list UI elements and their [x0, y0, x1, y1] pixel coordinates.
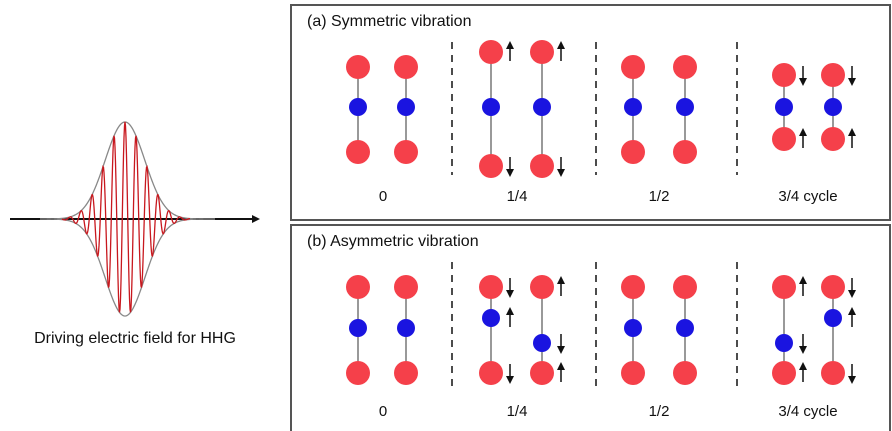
pulse-caption: Driving electric field for HHG — [34, 330, 236, 347]
pulse — [39, 121, 216, 317]
oxygen-atom — [621, 361, 645, 385]
carbon-atom — [775, 98, 793, 116]
oxygen-atom — [821, 361, 845, 385]
phase-label: 3/4 cycle — [778, 188, 837, 205]
carbon-atom — [533, 334, 551, 352]
oxygen-atom — [346, 55, 370, 79]
oxygen-atom — [479, 40, 503, 64]
carbon-atom — [624, 319, 642, 337]
oxygen-atom — [821, 275, 845, 299]
phase-label: 1/2 — [649, 188, 670, 205]
oxygen-atom — [621, 55, 645, 79]
carbon-atom — [824, 98, 842, 116]
oxygen-atom — [346, 275, 370, 299]
oxygen-atom — [772, 361, 796, 385]
oxygen-atom — [530, 361, 554, 385]
carbon-atom — [676, 98, 694, 116]
oxygen-atom — [394, 275, 418, 299]
oscillation — [61, 121, 191, 313]
oxygen-atom — [479, 361, 503, 385]
panel-a-title: (a) Symmetric vibration — [307, 13, 471, 30]
oxygen-atom — [821, 127, 845, 151]
carbon-atom — [349, 98, 367, 116]
oxygen-atom — [673, 275, 697, 299]
panel-b-frame — [290, 224, 891, 431]
carbon-atom — [397, 98, 415, 116]
oxygen-atom — [346, 361, 370, 385]
dividers — [451, 42, 738, 390]
molecules — [346, 40, 856, 385]
oxygen-atom — [479, 275, 503, 299]
oxygen-atom — [394, 55, 418, 79]
carbon-atom — [676, 319, 694, 337]
phase-label: 0 — [379, 188, 387, 205]
phase-label: 0 — [379, 403, 387, 420]
oxygen-atom — [530, 154, 554, 178]
carbon-atom — [482, 309, 500, 327]
carbon-atom — [482, 98, 500, 116]
oxygen-atom — [673, 140, 697, 164]
carbon-atom — [533, 98, 551, 116]
phase-label: 1/4 — [507, 403, 528, 420]
oxygen-atom — [621, 275, 645, 299]
oxygen-atom — [772, 275, 796, 299]
panel-a-frame — [290, 4, 891, 221]
phase-label: 3/4 cycle — [778, 403, 837, 420]
oxygen-atom — [479, 154, 503, 178]
oxygen-atom — [772, 127, 796, 151]
carbon-atom — [397, 319, 415, 337]
carbon-atom — [775, 334, 793, 352]
carbon-atom — [624, 98, 642, 116]
phase-label: 1/2 — [649, 403, 670, 420]
oxygen-atom — [772, 63, 796, 87]
oxygen-atom — [673, 55, 697, 79]
oxygen-atom — [530, 40, 554, 64]
phase-label: 1/4 — [507, 188, 528, 205]
oxygen-atom — [621, 140, 645, 164]
panel-b-title: (b) Asymmetric vibration — [307, 233, 479, 250]
oxygen-atom — [530, 275, 554, 299]
oxygen-atom — [394, 361, 418, 385]
oxygen-atom — [346, 140, 370, 164]
carbon-atom — [824, 309, 842, 327]
oxygen-atom — [394, 140, 418, 164]
carbon-atom — [349, 319, 367, 337]
oxygen-atom — [673, 361, 697, 385]
oxygen-atom — [821, 63, 845, 87]
